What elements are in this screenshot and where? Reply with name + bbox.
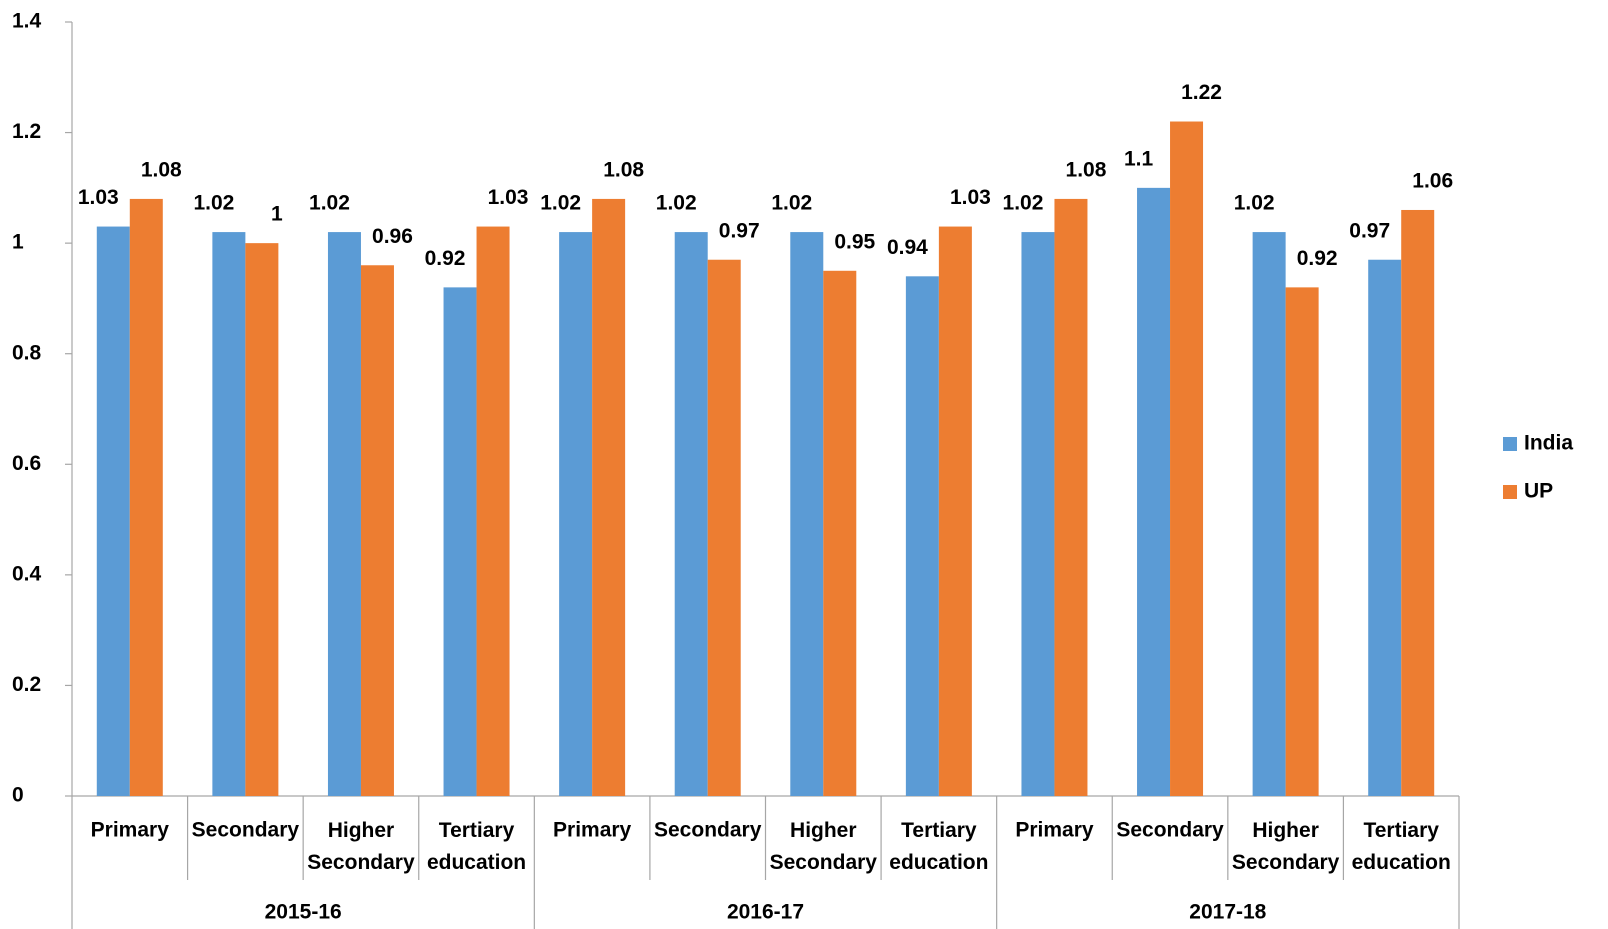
bar (1137, 187, 1171, 796)
bar (212, 232, 246, 797)
data-label: 1.02 (1003, 192, 1044, 215)
bar (245, 243, 279, 797)
y-tick-label: 0.2 (12, 673, 41, 696)
legend-swatch (1503, 485, 1517, 499)
data-label: 1.02 (656, 192, 697, 215)
bar (790, 232, 824, 797)
bar (592, 198, 626, 796)
data-label: 1.02 (771, 192, 812, 215)
y-tick-label: 0 (12, 784, 24, 807)
bar (476, 226, 510, 797)
bar (1021, 232, 1055, 797)
data-label: 1.22 (1181, 81, 1222, 104)
data-label: 0.94 (887, 236, 928, 259)
legend-label: UP (1524, 480, 1553, 503)
x-tick-label: Primary (1015, 819, 1094, 842)
data-label: 1.02 (540, 192, 581, 215)
group-label: 2016-17 (727, 901, 804, 924)
data-label: 0.95 (834, 230, 875, 253)
x-tick-label: Higher Secondary (1232, 819, 1340, 874)
bar (905, 276, 939, 796)
data-label: 0.96 (372, 225, 413, 248)
x-tick-label: Tertiary education (889, 819, 988, 874)
x-tick-label: Primary (553, 819, 632, 842)
x-tick-label: Secondary (1116, 819, 1224, 842)
bar (1170, 121, 1204, 796)
data-label: 1 (271, 203, 283, 226)
bar (1252, 232, 1286, 797)
x-tick-label: Tertiary education (1352, 819, 1451, 874)
y-tick-label: 0.8 (12, 341, 42, 364)
data-label: 0.92 (425, 247, 466, 270)
data-label: 1.02 (309, 192, 350, 215)
data-label: 1.02 (193, 192, 234, 215)
y-tick-label: 1.2 (12, 120, 41, 143)
y-tick-label: 1 (12, 231, 24, 254)
x-tick-label: Secondary (192, 819, 300, 842)
bar (1368, 259, 1402, 796)
bar (674, 232, 708, 797)
bar (96, 226, 130, 797)
data-label: 1.08 (141, 158, 182, 181)
data-label: 1.03 (78, 186, 119, 209)
y-tick-label: 0.4 (12, 562, 42, 585)
group-label: 2017-18 (1189, 901, 1266, 924)
data-label: 1.02 (1234, 192, 1275, 215)
bar (1285, 287, 1319, 796)
bar (327, 232, 361, 797)
bar (559, 232, 593, 797)
bar (443, 287, 477, 796)
legend-swatch (1503, 437, 1517, 451)
bar (360, 265, 394, 796)
data-label: 1.03 (950, 186, 991, 209)
bar (938, 226, 972, 797)
y-tick-label: 0.6 (12, 452, 41, 475)
data-label: 1.08 (603, 158, 644, 181)
x-tick-label: Secondary (654, 819, 762, 842)
legend-label: India (1524, 432, 1573, 455)
data-label: 1.03 (488, 186, 529, 209)
bar (1054, 198, 1088, 796)
data-label: 1.1 (1124, 147, 1154, 170)
bar (823, 270, 857, 796)
data-label: 1.06 (1412, 170, 1453, 193)
y-tick-label: 1.4 (12, 10, 42, 33)
data-label: 1.08 (1066, 158, 1107, 181)
x-tick-label: Tertiary education (427, 819, 526, 874)
data-label: 0.97 (1349, 219, 1390, 242)
data-label: 0.97 (719, 219, 760, 242)
bar (1401, 209, 1435, 796)
group-label: 2015-16 (265, 901, 342, 924)
bar (707, 259, 741, 796)
x-tick-label: Primary (91, 819, 170, 842)
bar (129, 198, 163, 796)
data-label: 0.92 (1297, 247, 1338, 270)
x-tick-label: Higher Secondary (770, 819, 878, 874)
x-tick-label: Higher Secondary (307, 819, 415, 874)
